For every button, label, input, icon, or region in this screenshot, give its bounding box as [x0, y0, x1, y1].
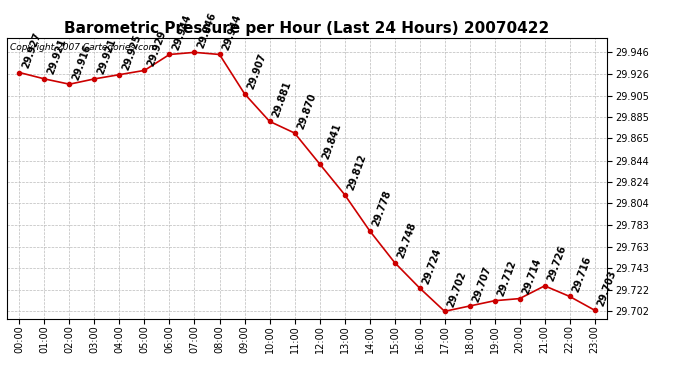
Text: 29.714: 29.714 — [521, 257, 543, 296]
Text: 29.946: 29.946 — [196, 11, 218, 50]
Text: 29.778: 29.778 — [371, 189, 393, 228]
Title: Barometric Pressure per Hour (Last 24 Hours) 20070422: Barometric Pressure per Hour (Last 24 Ho… — [64, 21, 550, 36]
Text: 29.916: 29.916 — [71, 43, 93, 81]
Text: 29.929: 29.929 — [146, 29, 168, 68]
Text: 29.907: 29.907 — [246, 53, 268, 91]
Text: 29.724: 29.724 — [421, 246, 443, 285]
Text: 29.921: 29.921 — [46, 38, 68, 76]
Text: 29.925: 29.925 — [121, 33, 143, 72]
Text: 29.726: 29.726 — [546, 244, 569, 283]
Text: 29.702: 29.702 — [446, 270, 469, 309]
Text: 29.944: 29.944 — [171, 13, 193, 52]
Text: 29.841: 29.841 — [321, 122, 343, 161]
Text: 29.921: 29.921 — [96, 38, 118, 76]
Text: 29.703: 29.703 — [596, 269, 618, 308]
Text: Copyright 2007 Cartegories.com: Copyright 2007 Cartegories.com — [10, 43, 157, 52]
Text: 29.881: 29.881 — [271, 80, 293, 118]
Text: 29.748: 29.748 — [396, 221, 418, 260]
Text: 29.870: 29.870 — [296, 92, 318, 130]
Text: 29.927: 29.927 — [21, 31, 43, 70]
Text: 29.812: 29.812 — [346, 153, 368, 192]
Text: 29.944: 29.944 — [221, 13, 243, 52]
Text: 29.716: 29.716 — [571, 255, 593, 294]
Text: 29.707: 29.707 — [471, 265, 493, 303]
Text: 29.712: 29.712 — [496, 259, 518, 298]
